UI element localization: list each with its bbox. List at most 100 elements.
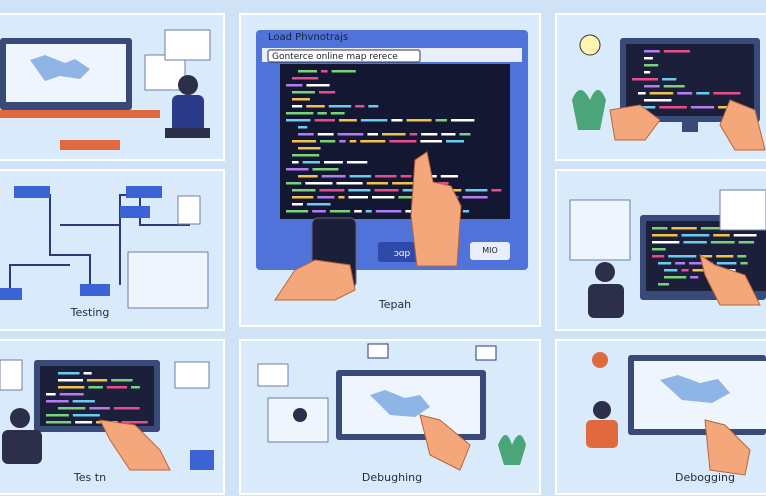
code-token [690,106,715,109]
code-token [737,255,747,258]
code-token [292,189,316,192]
code-token [83,372,92,375]
code-token [338,119,357,122]
code-token [681,234,710,237]
code-token [86,379,108,382]
code-token [89,407,110,410]
code-token [58,379,83,382]
code-token [354,210,362,213]
code-token [46,421,72,424]
code-token [360,119,388,122]
person-scene [569,189,766,318]
code-token [446,140,465,143]
code-token [437,182,449,185]
code-token [337,133,364,136]
code-token [339,140,346,143]
button[interactable]: ɔɑp [394,249,411,259]
code-token [58,372,80,375]
code-token [465,189,488,192]
code-token [391,119,403,122]
code-token [75,421,93,424]
code-token [459,133,471,136]
caption: Debughing [362,471,422,484]
code-token [323,161,343,164]
code-token [652,255,665,258]
window-title: Load Phvnotrajs [268,32,348,43]
code-token [683,241,707,244]
code-token [375,175,397,178]
code-token [649,92,674,95]
code-token [286,112,314,115]
code-token [312,210,326,213]
code-token [292,161,299,164]
code-token [441,133,456,136]
map-scene [257,343,526,471]
code-token [668,255,697,258]
code-token [317,196,335,199]
code-token [462,196,488,199]
code-token [644,50,660,53]
window-subtitle: Gonterce online map rerece [272,52,398,62]
code-token [286,119,311,122]
code-token [58,407,86,410]
caption: Testing [70,306,110,319]
code-token [392,182,415,185]
code-token [405,210,415,213]
code-token [664,269,678,272]
code-token [664,276,687,279]
code-token [306,203,331,206]
code-token [286,182,302,185]
caption: Debogging [675,471,735,484]
code-token [286,84,303,87]
code-token [421,133,438,136]
code-token [298,70,317,73]
code-token [298,126,308,129]
code-token [658,262,672,265]
code-token [305,182,333,185]
code-token [700,227,729,230]
code-token [700,255,713,258]
code-token [382,133,406,136]
code-token [716,255,734,258]
code-token [298,147,321,150]
code-token [328,105,352,108]
code-token [710,241,735,244]
button[interactable]: MIO [482,246,498,255]
code-token [738,241,755,244]
code-token [368,105,379,108]
code-token [131,386,140,389]
code-token [46,414,69,417]
code-token [348,196,368,199]
code-token [286,210,309,213]
code-token [292,140,317,143]
code-token [58,386,85,389]
code-lines [286,70,502,213]
code-token [306,84,330,87]
code-token [389,140,417,143]
code-token [292,77,319,80]
code-token [671,227,697,230]
code-token [349,140,357,143]
flowchart [0,186,209,309]
code-token [663,85,685,88]
app-window: Load Phvnotrajs Gonterce online map rere… [256,30,528,311]
code-token [319,189,345,192]
code-token [662,78,677,81]
code-token [113,407,140,410]
code-token [292,196,314,199]
code-token [318,91,336,94]
code-token [638,92,646,95]
debug-scene [586,352,766,476]
code-token [420,140,443,143]
code-token [329,210,351,213]
code-token [398,196,423,199]
code-token [402,189,421,192]
code-token [312,168,339,171]
code-token [111,379,133,382]
code-token [320,140,336,143]
code-token [713,234,730,237]
code-token [302,161,320,164]
code-token [292,91,315,94]
code-lines [632,50,743,109]
